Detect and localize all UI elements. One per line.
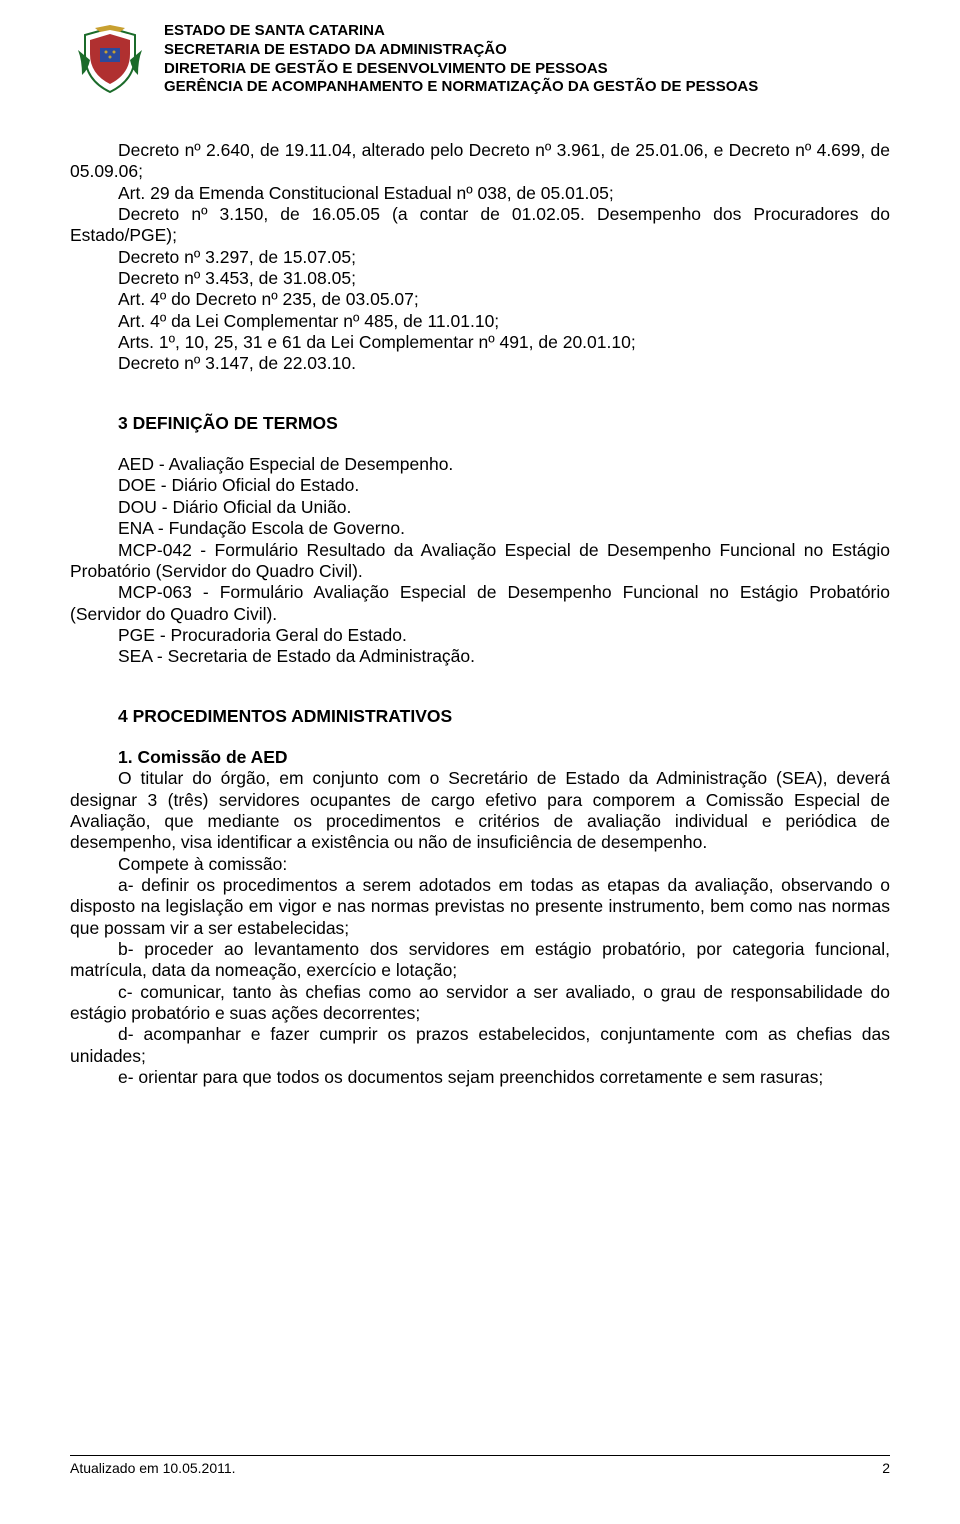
header-line-3: DIRETORIA DE GESTÃO E DESENVOLVIMENTO DE…: [164, 60, 758, 79]
list-item: e- orientar para que todos os documentos…: [70, 1067, 890, 1088]
list-item: Decreto nº 3.453, de 31.08.05;: [70, 268, 890, 289]
list-item: Decreto nº 3.297, de 15.07.05;: [70, 247, 890, 268]
section-4-compete: Compete à comissão:: [70, 854, 890, 875]
list-item: Arts. 1º, 10, 25, 31 e 61 da Lei Complem…: [70, 332, 890, 353]
list-item: c- comunicar, tanto às chefias como ao s…: [70, 982, 890, 1025]
page-footer: Atualizado em 10.05.2011. 2: [70, 1455, 890, 1476]
state-crest-icon: [70, 20, 150, 100]
list-item: Art. 4º da Lei Complementar nº 485, de 1…: [70, 311, 890, 332]
list-item: DOU - Diário Oficial da União.: [70, 497, 890, 518]
intro-list: Art. 29 da Emenda Constitucional Estadua…: [70, 183, 890, 375]
list-item: a- definir os procedimentos a serem adot…: [70, 875, 890, 939]
header-line-2: SECRETARIA DE ESTADO DA ADMINISTRAÇÃO: [164, 41, 758, 60]
list-item: Art. 29 da Emenda Constitucional Estadua…: [70, 183, 890, 204]
list-item: Decreto nº 3.147, de 22.03.10.: [70, 353, 890, 374]
footer-updated: Atualizado em 10.05.2011.: [70, 1460, 236, 1476]
intro-first-line: Decreto nº 2.640, de 19.11.04, alterado …: [70, 140, 890, 183]
list-item: Decreto nº 3.150, de 16.05.05 (a contar …: [70, 204, 890, 247]
list-item: ENA - Fundação Escola de Governo.: [70, 518, 890, 539]
list-item: SEA - Secretaria de Estado da Administra…: [70, 646, 890, 667]
footer-rule: [70, 1455, 890, 1456]
header-line-1: ESTADO DE SANTA CATARINA: [164, 22, 758, 41]
list-item: MCP-063 - Formulário Avaliação Especial …: [70, 582, 890, 625]
list-item: DOE - Diário Oficial do Estado.: [70, 475, 890, 496]
header-text-block: ESTADO DE SANTA CATARINA SECRETARIA DE E…: [164, 20, 758, 100]
footer-page-number: 2: [882, 1460, 890, 1476]
list-item: MCP-042 - Formulário Resultado da Avalia…: [70, 540, 890, 583]
document-header: ESTADO DE SANTA CATARINA SECRETARIA DE E…: [70, 20, 890, 100]
list-item: b- proceder ao levantamento dos servidor…: [70, 939, 890, 982]
document-body: Decreto nº 2.640, de 19.11.04, alterado …: [70, 140, 890, 1088]
section-4-title: 4 PROCEDIMENTOS ADMINISTRATIVOS: [70, 706, 890, 727]
section-3-list: AED - Avaliação Especial de Desempenho.D…: [70, 454, 890, 667]
list-item: d- acompanhar e fazer cumprir os prazos …: [70, 1024, 890, 1067]
header-line-4: GERÊNCIA DE ACOMPANHAMENTO E NORMATIZAÇÃ…: [164, 78, 758, 97]
section-3-title: 3 DEFINIÇÃO DE TERMOS: [70, 413, 890, 434]
section-4-sub1-p1: O titular do órgão, em conjunto com o Se…: [70, 768, 890, 853]
list-item: PGE - Procuradoria Geral do Estado.: [70, 625, 890, 646]
section-4-items: a- definir os procedimentos a serem adot…: [70, 875, 890, 1088]
section-4-sub1-title: 1. Comissão de AED: [70, 747, 890, 768]
list-item: AED - Avaliação Especial de Desempenho.: [70, 454, 890, 475]
list-item: Art. 4º do Decreto nº 235, de 03.05.07;: [70, 289, 890, 310]
